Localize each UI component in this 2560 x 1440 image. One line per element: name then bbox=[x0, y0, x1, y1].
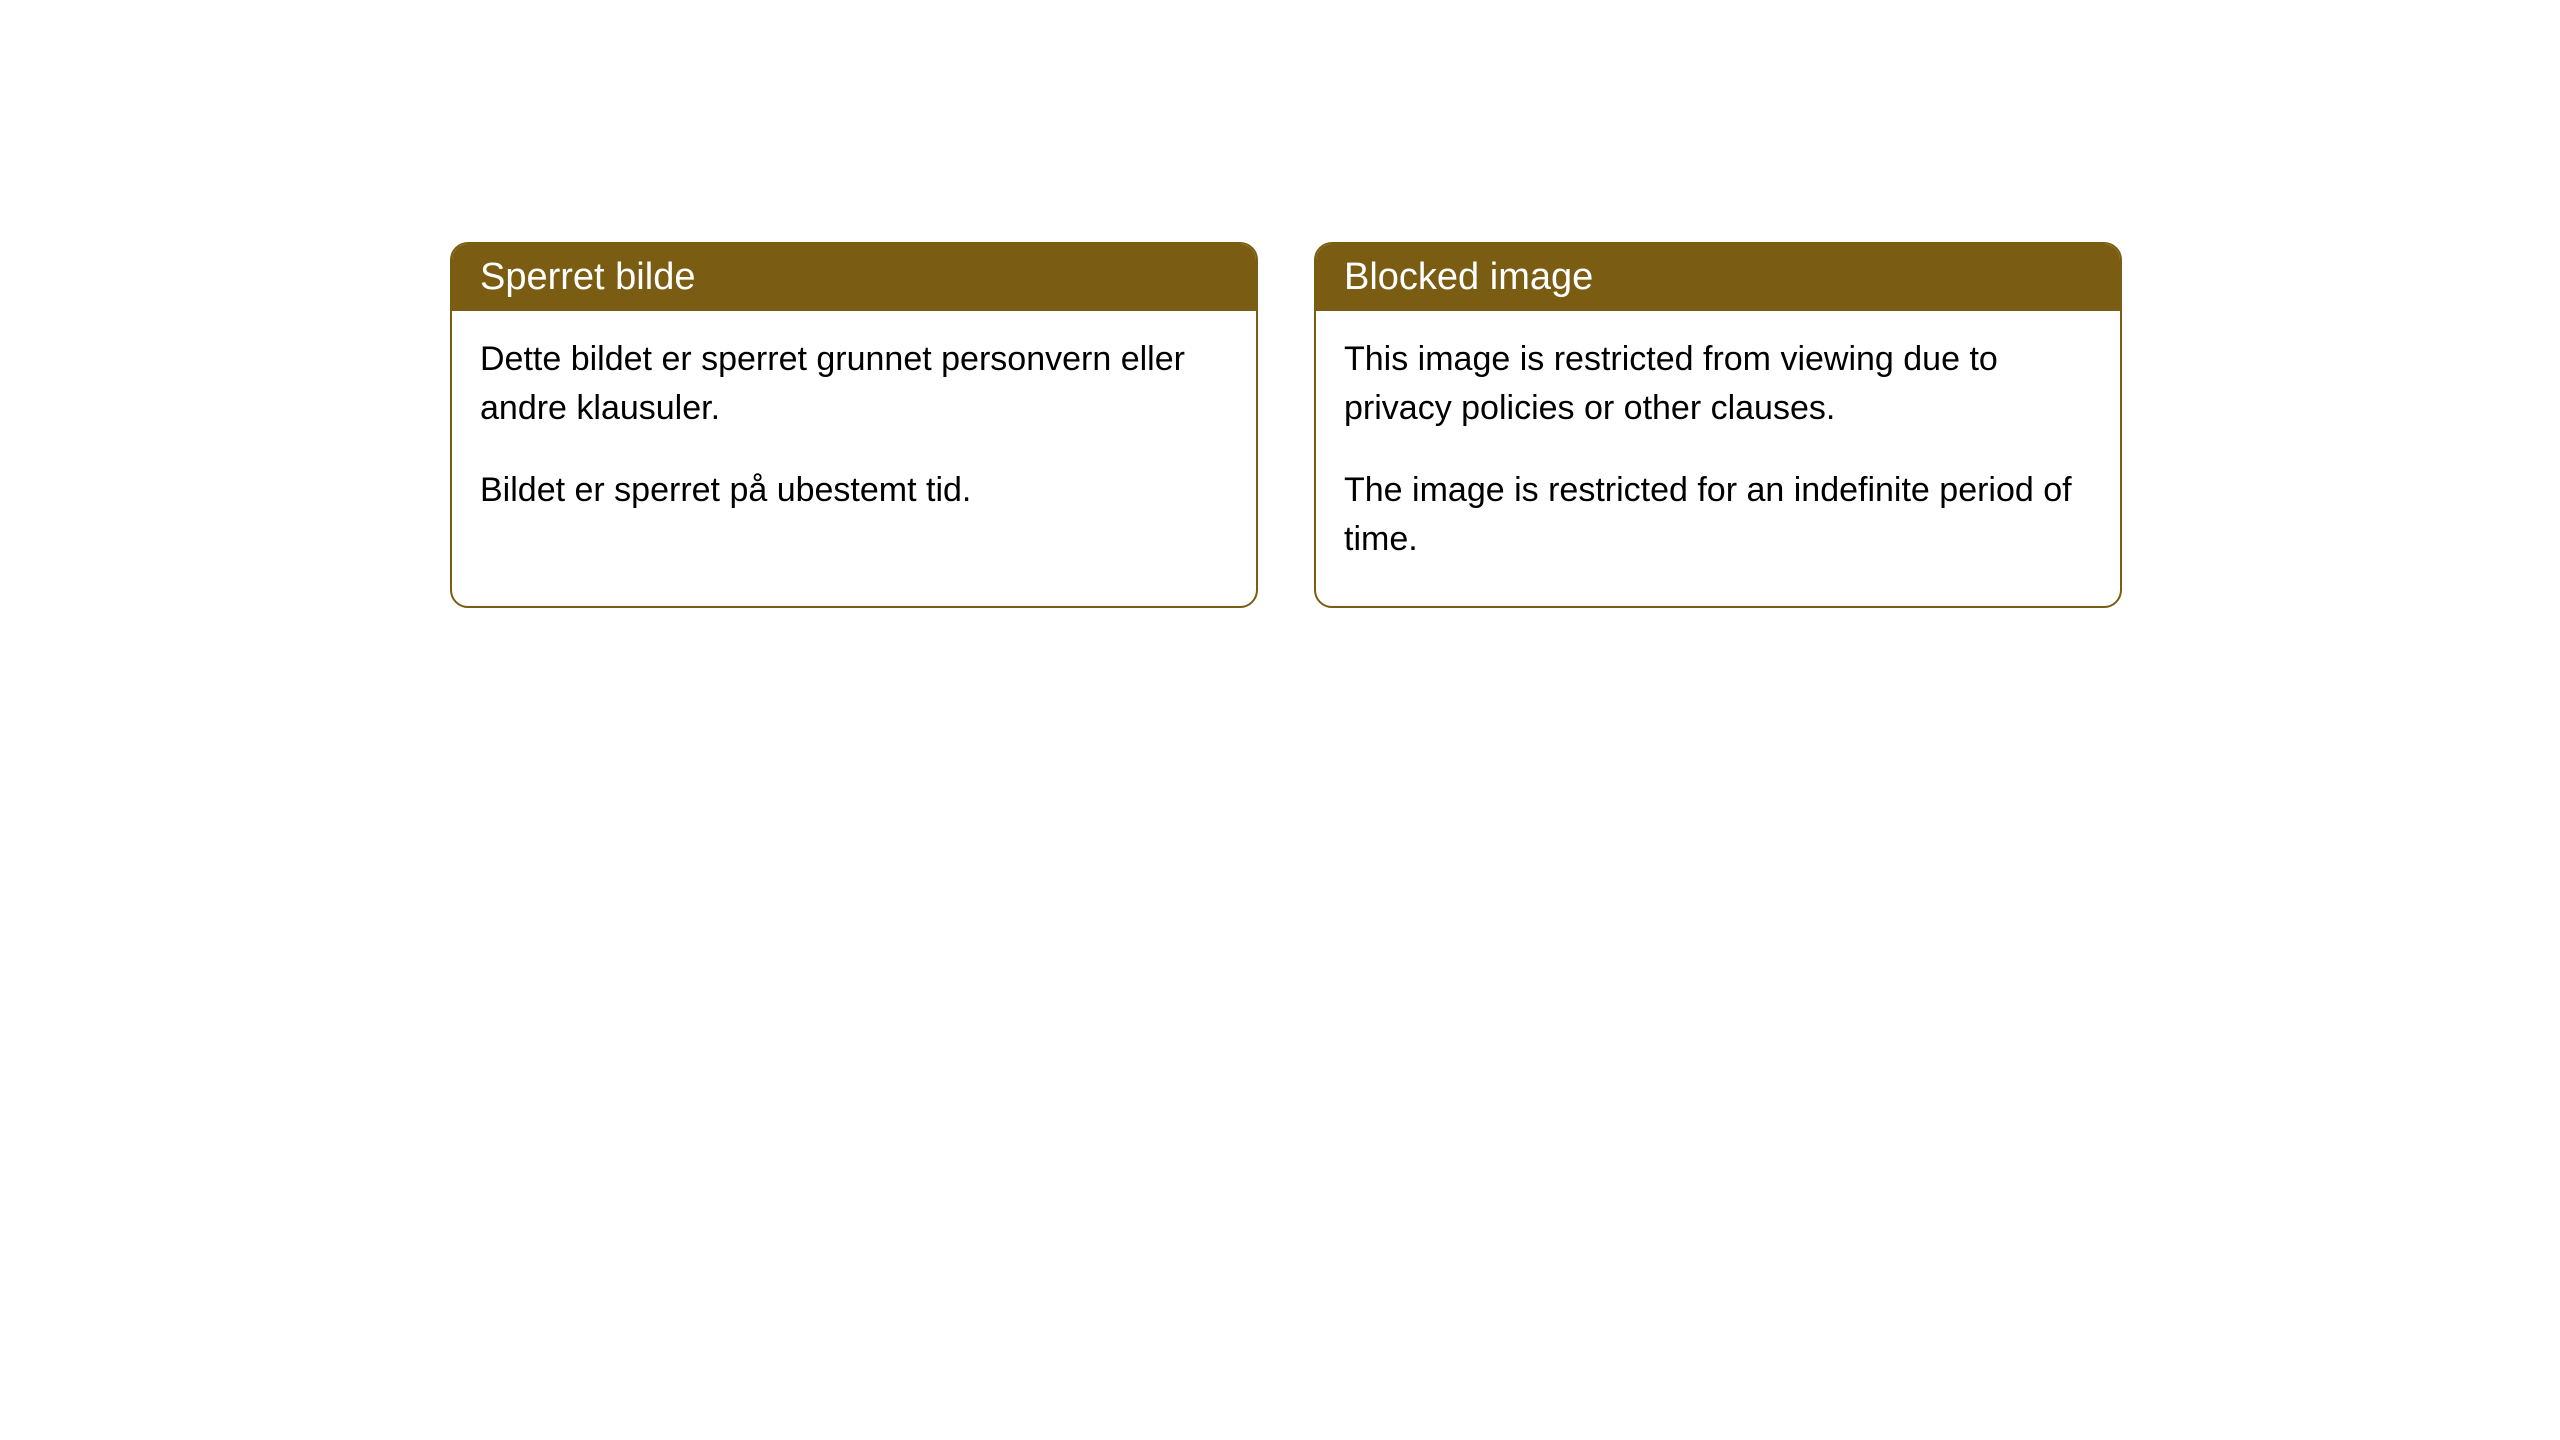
card-body-norwegian: Dette bildet er sperret grunnet personve… bbox=[452, 311, 1256, 557]
card-text-norwegian-2: Bildet er sperret på ubestemt tid. bbox=[480, 466, 1228, 515]
card-title-norwegian: Sperret bilde bbox=[452, 244, 1256, 311]
card-body-english: This image is restricted from viewing du… bbox=[1316, 311, 2120, 606]
card-text-norwegian-1: Dette bildet er sperret grunnet personve… bbox=[480, 335, 1228, 434]
notice-cards-container: Sperret bilde Dette bildet er sperret gr… bbox=[450, 242, 2122, 608]
card-title-english: Blocked image bbox=[1316, 244, 2120, 311]
notice-card-norwegian: Sperret bilde Dette bildet er sperret gr… bbox=[450, 242, 1258, 608]
notice-card-english: Blocked image This image is restricted f… bbox=[1314, 242, 2122, 608]
card-text-english-1: This image is restricted from viewing du… bbox=[1344, 335, 2092, 434]
card-text-english-2: The image is restricted for an indefinit… bbox=[1344, 466, 2092, 565]
